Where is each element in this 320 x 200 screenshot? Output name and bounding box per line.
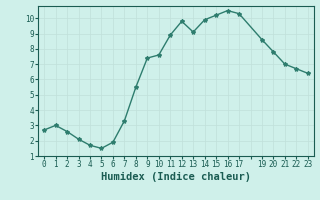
X-axis label: Humidex (Indice chaleur): Humidex (Indice chaleur) (101, 172, 251, 182)
